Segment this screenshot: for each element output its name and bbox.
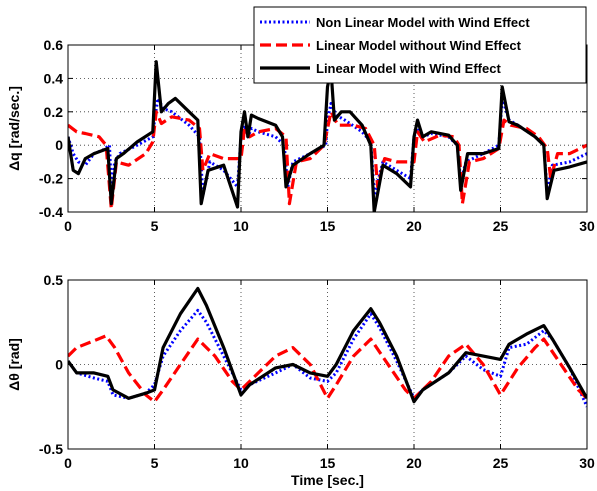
series-line-2 xyxy=(68,334,587,404)
x-tick-label: 30 xyxy=(579,455,595,471)
x-tick-label: 25 xyxy=(493,218,509,234)
y-axis-label: Δθ [rad] xyxy=(6,338,22,391)
y-axis-label: Δq [rad/sec.] xyxy=(6,86,22,171)
series-line-3 xyxy=(68,286,587,404)
y-tick-label: 0.5 xyxy=(44,272,64,288)
legend-label-3: Linear Model with Wind Effect xyxy=(316,61,501,76)
y-tick-label: 0.6 xyxy=(44,37,64,53)
x-tick-label: 5 xyxy=(151,455,159,471)
legend-label-2: Linear Model without Wind Effect xyxy=(316,38,522,53)
y-tick-label: 0.4 xyxy=(44,70,64,86)
x-tick-label: 15 xyxy=(320,455,336,471)
x-tick-label: 0 xyxy=(64,455,72,471)
x-tick-label: 10 xyxy=(233,455,249,471)
x-tick-label: 0 xyxy=(64,218,72,234)
x-axis-label: Time [sec.] xyxy=(291,472,364,488)
x-tick-label: 20 xyxy=(406,455,422,471)
y-tick-label: 0.2 xyxy=(44,104,64,120)
x-tick-label: 25 xyxy=(493,455,509,471)
x-tick-label: 30 xyxy=(579,218,595,234)
x-tick-label: 20 xyxy=(406,218,422,234)
y-tick-label: -0.2 xyxy=(39,171,63,187)
y-tick-label: 0 xyxy=(55,357,63,373)
x-tick-label: 5 xyxy=(151,218,159,234)
x-tick-label: 10 xyxy=(233,218,249,234)
y-tick-label: -0.4 xyxy=(39,204,63,220)
legend-label-1: Non Linear Model with Wind Effect xyxy=(316,15,530,30)
axes-frame xyxy=(67,279,588,450)
x-tick-label: 15 xyxy=(320,218,336,234)
series-line-3 xyxy=(68,60,587,212)
bottom-subplot-theta: 0 5 10 15 20 25 30-0.500.5Δθ [rad]Time [sec.] xyxy=(6,272,595,488)
series-group xyxy=(68,60,587,212)
y-tick-label: -0.5 xyxy=(39,441,63,457)
legend: Non Linear Model with Wind Effect Linear … xyxy=(253,6,587,84)
series-group xyxy=(68,286,587,408)
y-tick-label: 0 xyxy=(55,137,63,153)
